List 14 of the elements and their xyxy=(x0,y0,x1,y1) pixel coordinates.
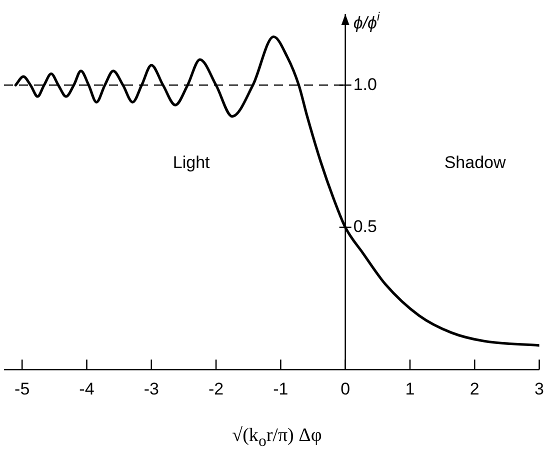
x-tick-label: -3 xyxy=(144,379,159,398)
x-tick-label: 3 xyxy=(534,379,544,398)
x-tick-label: -4 xyxy=(79,379,94,398)
annotation: Light xyxy=(172,153,210,172)
x-tick-label: -1 xyxy=(273,379,288,398)
y-tick-label: 1.0 xyxy=(353,74,377,94)
x-axis-title: √(k$_{o}$r/π) Δφ xyxy=(231,425,323,451)
x-tick-label: -5 xyxy=(14,379,30,398)
y-tick-label: 0.5 xyxy=(353,217,377,236)
annotation: Shadow xyxy=(444,153,506,172)
x-tick-label: 2 xyxy=(470,379,480,398)
x-tick-label: 0 xyxy=(340,379,350,398)
x-tick-label: -2 xyxy=(208,379,224,398)
x-tick-label: 1 xyxy=(405,379,415,398)
